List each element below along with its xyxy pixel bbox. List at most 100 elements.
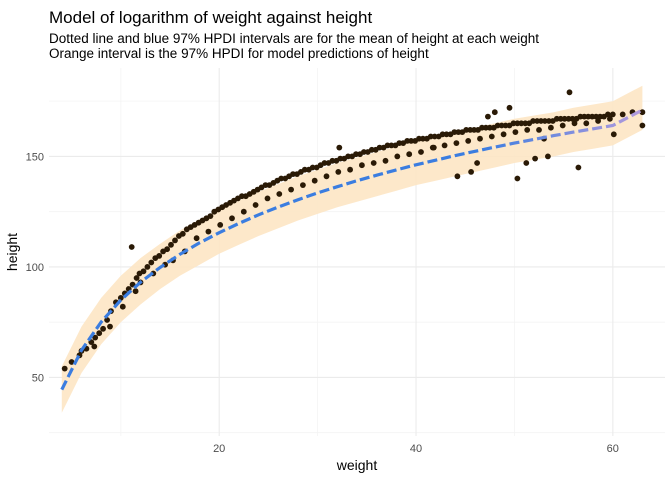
data-point: [523, 160, 530, 166]
data-point: [500, 131, 507, 138]
data-point: [418, 149, 424, 155]
data-point: [68, 359, 75, 365]
x-axis-ticks: 20 40 60: [213, 443, 619, 455]
data-point: [530, 118, 536, 124]
data-point: [388, 142, 395, 149]
data-point: [276, 191, 283, 197]
data-points: [61, 89, 646, 372]
chart-subtitle-line-1: Dotted line and blue 97% HPDI intervals …: [49, 31, 539, 46]
data-point: [408, 138, 414, 144]
data-point: [148, 259, 155, 266]
data-point: [61, 365, 68, 372]
y-tick-label: 50: [32, 372, 44, 384]
data-point: [607, 115, 613, 122]
data-point: [514, 175, 521, 182]
mean-line: [60, 108, 644, 391]
data-point: [179, 230, 186, 237]
data-point: [193, 235, 200, 242]
data-point: [488, 133, 495, 140]
data-point: [639, 122, 646, 129]
data-point: [542, 118, 548, 124]
data-point: [96, 330, 103, 337]
data-point: [168, 241, 174, 248]
data-point: [518, 120, 525, 127]
data-point: [252, 202, 259, 208]
data-point: [140, 268, 147, 275]
data-point: [172, 237, 178, 244]
data-point: [207, 213, 214, 220]
data-point: [474, 160, 480, 166]
data-point: [610, 131, 617, 138]
data-point: [300, 182, 306, 189]
data-point: [485, 113, 491, 120]
data-point: [264, 195, 271, 202]
data-point: [217, 222, 224, 228]
data-point: [583, 120, 590, 127]
data-point: [335, 169, 342, 175]
data-point: [104, 317, 110, 323]
data-point: [156, 253, 163, 259]
data-point: [491, 109, 498, 116]
data-point: [463, 126, 470, 133]
data-point: [359, 162, 365, 169]
data-point: [347, 166, 353, 173]
data-point: [205, 228, 212, 235]
data-point: [431, 133, 438, 140]
data-point: [453, 140, 460, 147]
x-tick-label: 40: [410, 443, 422, 455]
y-axis-ticks: 50 100 150: [26, 151, 44, 384]
data-point: [465, 138, 472, 144]
x-axis-title: weight: [336, 457, 378, 473]
data-point: [323, 173, 330, 180]
data-point: [91, 343, 98, 350]
data-point: [311, 177, 318, 184]
data-point: [100, 325, 106, 332]
x-tick-label: 20: [213, 443, 225, 455]
data-point: [605, 111, 611, 118]
data-point: [301, 166, 308, 173]
data-point: [92, 334, 99, 341]
data-point: [321, 160, 328, 166]
data-point: [559, 122, 566, 129]
data-point: [486, 124, 493, 131]
data-point: [382, 157, 389, 164]
data-point: [468, 169, 474, 175]
data-point: [536, 126, 542, 133]
data-point: [128, 244, 135, 250]
data-point: [288, 186, 294, 193]
data-point: [512, 129, 519, 136]
data-point: [309, 164, 316, 171]
data-point: [290, 171, 296, 178]
data-point: [566, 89, 573, 96]
data-point: [548, 124, 554, 131]
data-point: [229, 215, 235, 222]
data-point: [370, 160, 377, 166]
data-point: [353, 151, 359, 158]
data-point: [454, 173, 461, 180]
data-point: [477, 135, 483, 142]
data-point: [133, 275, 140, 281]
data-point: [132, 288, 139, 295]
chart-title: Model of logarithm of weight against hei…: [49, 8, 372, 27]
data-point: [609, 111, 616, 118]
data-point: [443, 131, 450, 138]
data-point: [406, 151, 413, 158]
data-point: [394, 153, 401, 160]
data-point: [345, 153, 351, 160]
data-point: [107, 323, 113, 330]
data-point: [164, 246, 171, 253]
data-point: [524, 126, 531, 133]
data-point: [420, 135, 426, 142]
data-point: [593, 113, 599, 120]
y-tick-label: 100: [26, 262, 44, 274]
x-tick-label: 60: [607, 443, 619, 455]
data-point: [545, 153, 551, 160]
data-point: [240, 208, 247, 215]
data-point: [441, 142, 448, 149]
data-point: [506, 104, 513, 111]
data-point: [571, 120, 578, 127]
data-point: [639, 109, 646, 116]
data-point: [336, 144, 343, 151]
y-tick-label: 150: [26, 151, 44, 163]
